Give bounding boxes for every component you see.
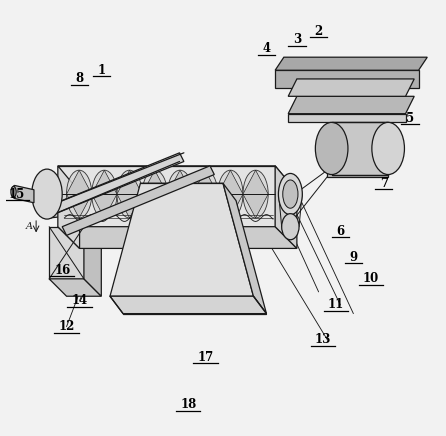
- Polygon shape: [223, 183, 266, 313]
- Text: 3: 3: [293, 33, 301, 46]
- Polygon shape: [58, 166, 275, 227]
- Text: 15: 15: [8, 187, 25, 201]
- Ellipse shape: [243, 170, 268, 218]
- Ellipse shape: [283, 180, 298, 208]
- Polygon shape: [275, 70, 419, 88]
- Polygon shape: [275, 57, 427, 70]
- Polygon shape: [110, 183, 253, 296]
- Text: 9: 9: [349, 251, 357, 264]
- Polygon shape: [332, 123, 388, 174]
- Text: 14: 14: [71, 294, 88, 307]
- Text: 6: 6: [336, 225, 344, 238]
- Text: 4: 4: [262, 42, 271, 55]
- Polygon shape: [58, 227, 297, 249]
- Ellipse shape: [193, 170, 218, 218]
- Ellipse shape: [142, 170, 167, 218]
- Polygon shape: [193, 170, 218, 218]
- Polygon shape: [218, 170, 243, 218]
- Polygon shape: [49, 192, 301, 218]
- Polygon shape: [110, 296, 266, 313]
- Polygon shape: [288, 96, 414, 114]
- Polygon shape: [58, 166, 297, 192]
- Polygon shape: [84, 227, 101, 296]
- Ellipse shape: [32, 169, 62, 219]
- Polygon shape: [12, 185, 14, 198]
- Text: A: A: [26, 222, 33, 231]
- Polygon shape: [288, 114, 405, 123]
- Text: 13: 13: [315, 333, 331, 346]
- Polygon shape: [167, 170, 193, 218]
- Polygon shape: [66, 170, 92, 218]
- Polygon shape: [275, 166, 297, 249]
- Polygon shape: [92, 170, 117, 218]
- Text: 16: 16: [54, 264, 70, 277]
- Text: 12: 12: [58, 320, 75, 333]
- Ellipse shape: [66, 170, 92, 218]
- Polygon shape: [142, 170, 167, 218]
- Text: 17: 17: [198, 351, 214, 364]
- Text: 7: 7: [380, 177, 388, 190]
- Ellipse shape: [218, 170, 243, 218]
- Polygon shape: [327, 168, 388, 177]
- Polygon shape: [243, 170, 268, 218]
- Polygon shape: [49, 227, 84, 279]
- Polygon shape: [62, 166, 215, 235]
- Polygon shape: [223, 235, 236, 283]
- Polygon shape: [41, 153, 184, 218]
- Polygon shape: [158, 270, 236, 283]
- Text: 5: 5: [406, 112, 414, 125]
- Ellipse shape: [11, 187, 16, 198]
- Polygon shape: [58, 166, 79, 249]
- Text: 18: 18: [180, 399, 196, 412]
- Ellipse shape: [117, 170, 142, 218]
- Ellipse shape: [278, 174, 302, 215]
- Text: 2: 2: [314, 24, 323, 37]
- Polygon shape: [158, 235, 171, 279]
- Ellipse shape: [92, 170, 117, 218]
- Text: 8: 8: [75, 72, 84, 85]
- Polygon shape: [14, 185, 34, 203]
- Text: 11: 11: [328, 298, 344, 311]
- Ellipse shape: [167, 170, 193, 218]
- Ellipse shape: [315, 123, 348, 174]
- Text: 1: 1: [97, 64, 105, 77]
- Polygon shape: [288, 79, 414, 96]
- Polygon shape: [117, 170, 142, 218]
- Ellipse shape: [282, 214, 299, 240]
- Text: 10: 10: [363, 272, 379, 285]
- Ellipse shape: [372, 123, 405, 174]
- Polygon shape: [158, 235, 236, 249]
- Polygon shape: [49, 279, 101, 296]
